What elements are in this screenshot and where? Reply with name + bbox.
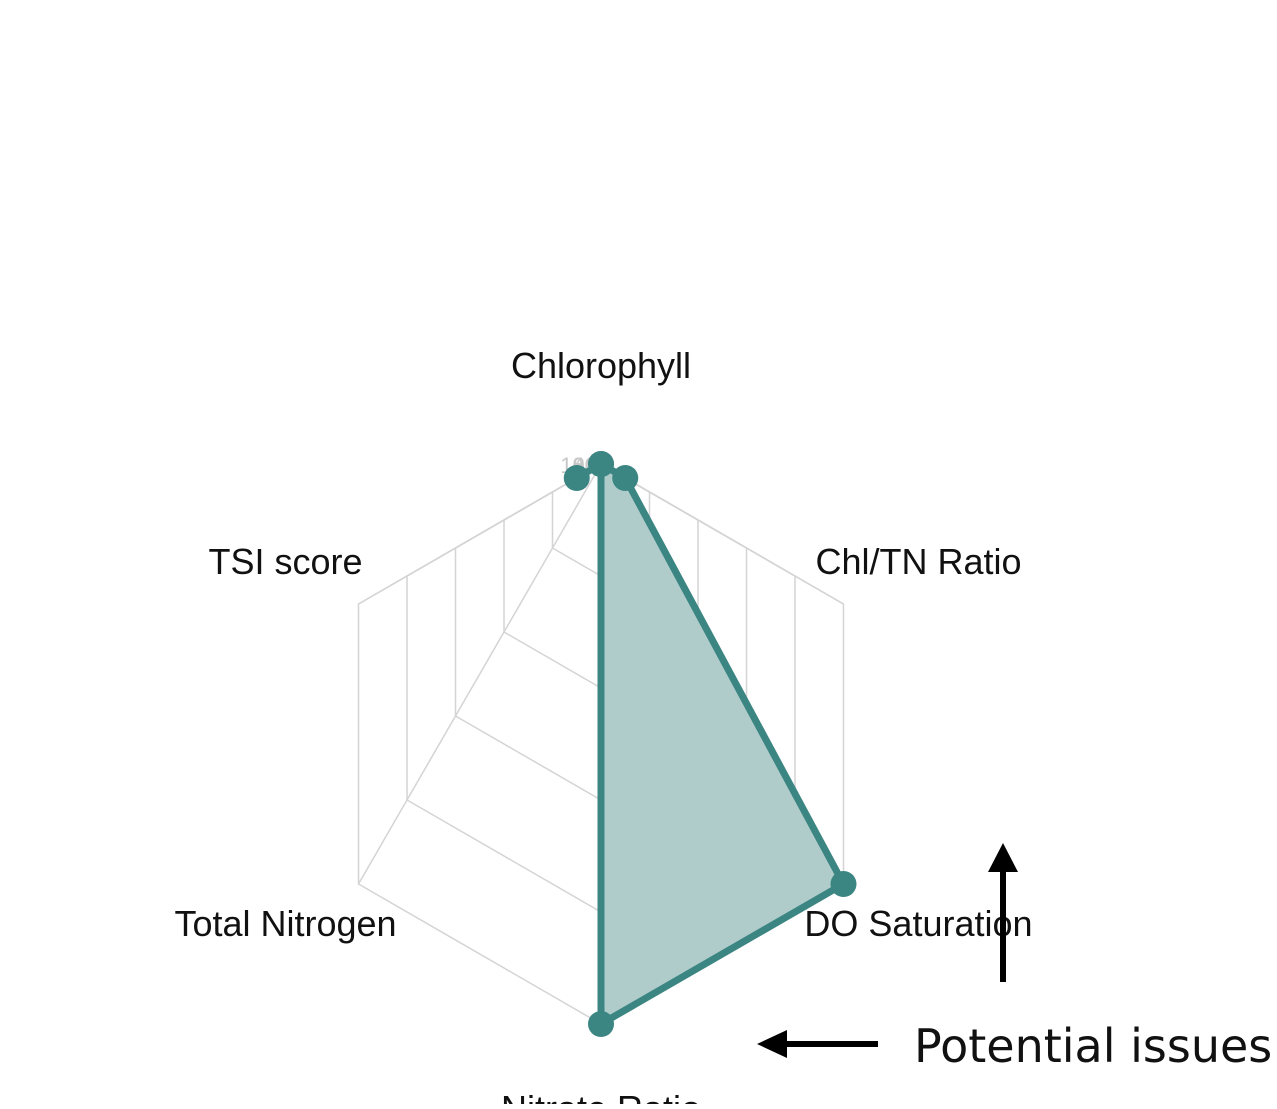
data-point-nitrate-ratio [588,1011,614,1037]
data-series [563,451,857,1037]
axis-label-tsi-score: TSI score [208,541,362,582]
grid-spoke-1 [600,463,844,605]
data-point-do-saturation [830,871,857,897]
data-point-chl-tn-ratio [612,465,639,491]
annotation-text: Potential issues [914,1019,1272,1073]
axis-label-chl-tn-ratio: Chl/TN Ratio [815,541,1021,582]
axis-label-total-nitrogen: Total Nitrogen [174,903,396,944]
axis-label-do-saturation: DO Saturation [804,903,1032,944]
data-point-tsi-score [563,465,590,491]
annotation-arrowhead-up [988,843,1018,872]
annotation-arrowhead-left [757,1030,787,1058]
grid-spoke-5 [358,463,602,605]
axis-label-nitrate-ratio: Nitrate Ratio [501,1088,701,1104]
axis-label-chlorophyll: Chlorophyll [511,345,691,386]
annotation: Potential issues [757,843,1272,1073]
grid-spoke-4 [357,463,602,885]
data-point-total-nitrogen [588,451,614,477]
